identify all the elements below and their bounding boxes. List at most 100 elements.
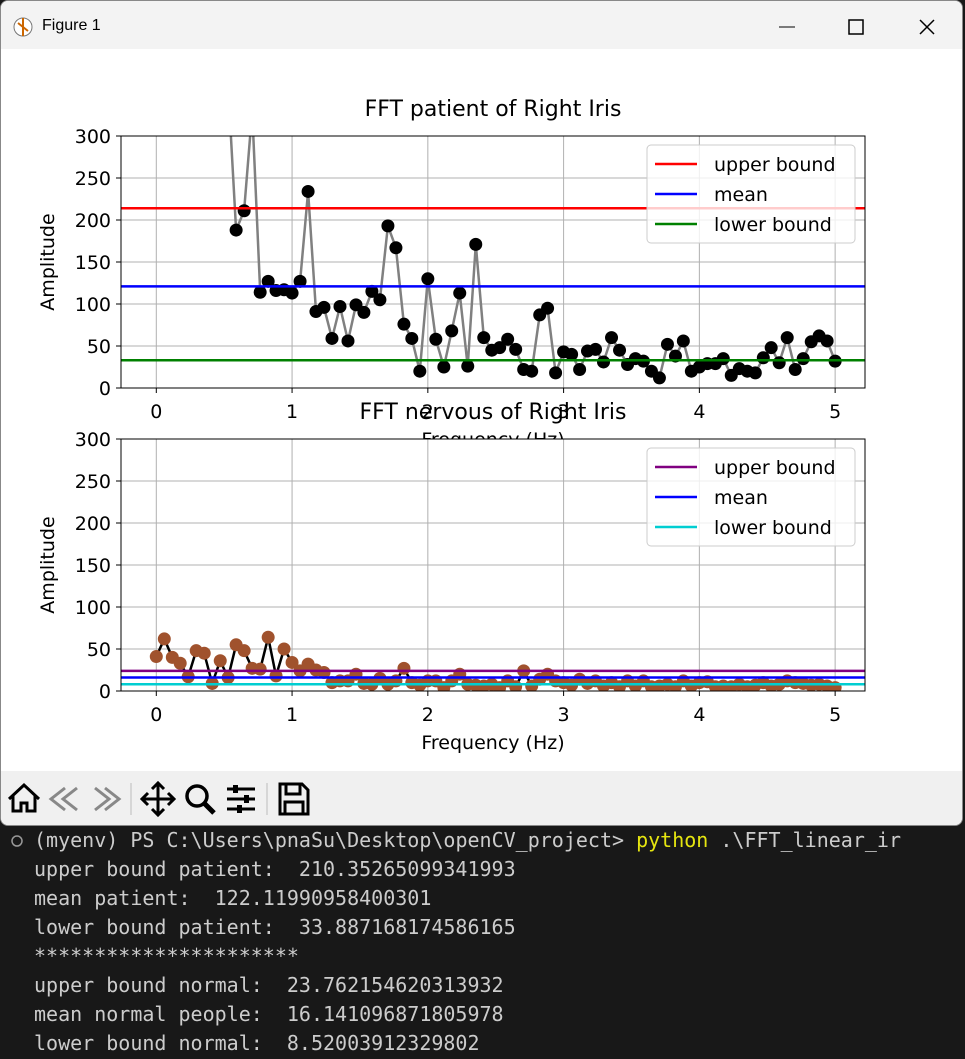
data-point	[748, 366, 762, 380]
data-point	[357, 305, 371, 319]
chart-title: FFT nervous of Right Iris	[360, 400, 627, 425]
maximize-button[interactable]	[848, 19, 864, 35]
x-tick-label: 3	[558, 704, 570, 726]
x-tick-label: 2	[422, 401, 434, 423]
zoom-button[interactable]	[185, 784, 209, 808]
prompt-path: PS C:\Users\pnaSu\Desktop\openCV_project…	[130, 828, 625, 852]
data-point	[772, 356, 786, 370]
data-point	[437, 360, 451, 374]
terminal-line: upper bound normal: 23.762154620313932	[34, 973, 504, 997]
x-tick-label: 2	[422, 704, 434, 726]
y-tick-label: 100	[75, 597, 111, 619]
data-point	[301, 184, 315, 198]
y-tick-label: 150	[75, 252, 111, 274]
prompt-line: (myenv) PS C:\Users\pnaSu\Desktop\openCV…	[34, 828, 901, 852]
y-axis-label: Amplitude	[37, 213, 59, 310]
data-point	[461, 359, 475, 373]
data-point	[333, 300, 347, 314]
data-point	[405, 331, 419, 345]
data-point	[261, 630, 275, 644]
data-point	[277, 642, 291, 656]
data-point	[421, 272, 435, 286]
data-point	[477, 331, 491, 345]
save-button[interactable]	[278, 782, 310, 816]
data-point	[597, 355, 611, 369]
y-tick-label: 0	[99, 378, 111, 400]
data-point	[397, 317, 411, 331]
x-tick-label: 5	[829, 401, 841, 423]
back-button[interactable]	[48, 786, 78, 812]
data-point	[341, 334, 355, 348]
legend-box	[646, 144, 856, 244]
forward-button[interactable]	[94, 786, 122, 812]
data-point	[293, 274, 307, 288]
data-point	[613, 343, 627, 357]
data-point	[573, 363, 587, 377]
status-dot	[11, 835, 23, 847]
x-tick-label: 0	[150, 704, 162, 726]
data-point	[149, 650, 163, 664]
slider-knob	[237, 805, 242, 813]
legend-label: mean	[714, 487, 768, 509]
home-button[interactable]	[7, 782, 41, 813]
terminal-line: upper bound patient: 210.35265099341993	[34, 857, 516, 881]
y-tick-label: 300	[75, 126, 111, 148]
axes-frame	[120, 135, 866, 389]
data-point	[237, 204, 251, 218]
data-point	[796, 352, 810, 366]
data-point	[509, 342, 523, 356]
pan-button[interactable]	[139, 780, 177, 818]
data-point	[253, 285, 267, 299]
data-point	[676, 334, 690, 348]
x-tick-label: 0	[150, 401, 162, 423]
data-point	[764, 341, 778, 355]
x-tick-label: 1	[286, 704, 298, 726]
data-point	[397, 661, 411, 675]
data-point	[780, 331, 794, 345]
command-args: .\FFT_linear_ir	[720, 828, 901, 852]
data-point	[317, 666, 331, 680]
data-point	[373, 293, 387, 307]
data-point	[157, 632, 171, 646]
x-tick-label: 5	[829, 704, 841, 726]
data-point	[246, 104, 259, 117]
title-bar: Figure 1	[1, 1, 962, 49]
data-point	[652, 371, 666, 385]
data-point	[381, 219, 395, 233]
y-tick-label: 100	[75, 294, 111, 316]
data-point	[469, 237, 483, 251]
app-icon-mark	[17, 18, 29, 36]
x-tick-label: 4	[693, 704, 705, 726]
data-point	[716, 352, 730, 366]
data-point	[325, 331, 339, 345]
prompt-env: (myenv)	[34, 828, 119, 852]
terminal: (myenv) PS C:\Users\pnaSu\Desktop\openCV…	[0, 826, 965, 1059]
zoom-handle	[202, 801, 216, 815]
slider-knob	[244, 795, 249, 803]
window-title: Figure 1	[42, 17, 101, 34]
chart-title: FFT patient of Right Iris	[365, 97, 622, 122]
y-axis-label: Amplitude	[37, 516, 59, 613]
axes-frame	[120, 438, 866, 692]
y-tick-label: 150	[75, 555, 111, 577]
data-point	[549, 366, 563, 380]
data-point	[197, 646, 211, 660]
x-tick-label: 1	[286, 401, 298, 423]
data-point	[269, 669, 283, 683]
x-tick-label: 3	[558, 401, 570, 423]
data-point	[525, 364, 539, 378]
data-point	[820, 334, 834, 348]
toolbar	[1, 771, 962, 825]
data-point	[788, 363, 802, 377]
y-tick-label: 200	[75, 513, 111, 535]
toolbar-icons	[7, 780, 310, 818]
data-point	[509, 680, 523, 691]
close-button[interactable]	[919, 19, 935, 35]
legend-box	[646, 447, 856, 547]
data-point	[365, 284, 379, 298]
data-point	[605, 331, 619, 345]
data-point	[501, 332, 515, 346]
legend-label: upper bound	[714, 154, 836, 176]
y-tick-label: 250	[75, 168, 111, 190]
